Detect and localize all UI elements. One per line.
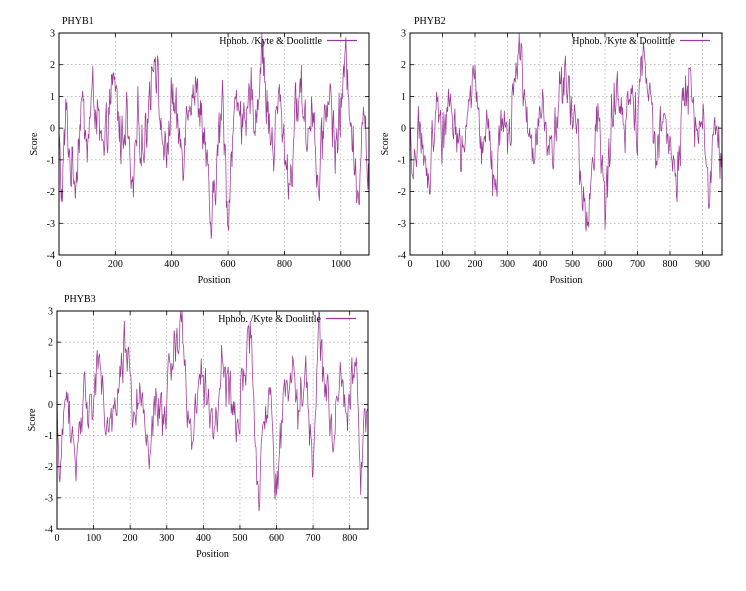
x-tick-label: 900 — [695, 259, 710, 270]
x-tick-label: 800 — [277, 259, 292, 270]
y-tick-label: 0 — [50, 124, 55, 135]
x-tick-label: 0 — [55, 533, 60, 544]
chart-title: PHYB3 — [64, 294, 96, 305]
chart-phyb1: 0 200 400 600 800 1000 -4 -3 -2 -1 0 1 2 3 PHYB1 Positi… — [29, 16, 370, 286]
x-tick-label: 400 — [164, 259, 179, 270]
y-tick-label: 2 — [401, 60, 406, 71]
y-tick-label: 3 — [48, 307, 53, 318]
x-tick-label: 300 — [159, 533, 174, 544]
x-axis-label: Position — [198, 275, 231, 286]
x-tick-label: 700 — [306, 533, 321, 544]
x-axis-label: Position — [550, 275, 583, 286]
x-tick-label: 300 — [500, 259, 515, 270]
y-tick-label: -4 — [47, 251, 55, 262]
legend-label: Hphob. /Kyte & Doolittle — [219, 36, 322, 47]
x-tick-label: 200 — [468, 259, 483, 270]
chart-phyb2: 0 100 200 300 400 500 600 700 800 900 -4 -3 -2 -1 0 1 2 3… — [380, 16, 723, 286]
x-tick-label: 400 — [533, 259, 548, 270]
y-tick-label: 3 — [401, 29, 406, 40]
y-tick-label: -2 — [398, 187, 406, 198]
y-tick-label: -3 — [398, 219, 406, 230]
y-tick-label: 2 — [50, 60, 55, 71]
y-tick-label: -4 — [398, 251, 406, 262]
plot-frame — [58, 32, 370, 256]
y-tick-label: 1 — [50, 92, 55, 103]
chart-title: PHYB2 — [414, 16, 446, 27]
y-tick-label: 1 — [48, 369, 53, 380]
legend-label: Hphob. /Kyte & Doolittle — [572, 36, 675, 47]
y-axis-label: Score — [29, 132, 40, 155]
y-tick-label: -1 — [47, 155, 55, 166]
x-tick-label: 0 — [408, 259, 413, 270]
y-tick-label: -1 — [45, 431, 53, 442]
x-tick-label: 400 — [196, 533, 211, 544]
x-tick-label: 100 — [435, 259, 450, 270]
y-tick-label: -3 — [45, 493, 53, 504]
x-tick-label: 600 — [598, 259, 613, 270]
x-tick-label: 600 — [269, 533, 284, 544]
y-tick-label: -4 — [45, 525, 53, 536]
hydrophobicity-series-line — [56, 311, 369, 512]
y-tick-label: -2 — [47, 187, 55, 198]
x-tick-label: 200 — [123, 533, 138, 544]
y-tick-label: 0 — [401, 124, 406, 135]
plot-frame — [56, 310, 369, 530]
x-tick-label: 500 — [565, 259, 580, 270]
legend-label: Hphob. /Kyte & Doolittle — [218, 314, 321, 325]
y-tick-label: 3 — [50, 29, 55, 40]
x-tick-label: 0 — [57, 259, 62, 270]
x-tick-label: 1000 — [331, 259, 351, 270]
x-tick-label: 800 — [663, 259, 678, 270]
chart-title: PHYB1 — [62, 16, 94, 27]
plot-frame — [409, 32, 723, 256]
x-axis-label: Position — [196, 549, 229, 560]
y-axis-label: Score — [27, 408, 38, 431]
x-tick-label: 500 — [232, 533, 247, 544]
x-tick-label: 200 — [108, 259, 123, 270]
y-tick-label: -3 — [47, 219, 55, 230]
y-axis-label: Score — [380, 132, 391, 155]
hydrophobicity-series-line — [409, 33, 723, 232]
x-tick-label: 600 — [221, 259, 236, 270]
x-tick-label: 100 — [86, 533, 101, 544]
y-tick-label: -2 — [45, 462, 53, 473]
y-tick-label: -1 — [398, 155, 406, 166]
y-tick-label: 0 — [48, 400, 53, 411]
x-tick-label: 800 — [342, 533, 357, 544]
chart-phyb3: 0 100 200 300 400 500 600 700 800 -4 -3 -2 -1 0 1 2 3 PHY… — [27, 294, 369, 560]
hydrophobicity-series-line — [58, 33, 370, 239]
y-tick-label: 1 — [401, 92, 406, 103]
x-tick-label: 700 — [630, 259, 645, 270]
y-tick-label: 2 — [48, 338, 53, 349]
